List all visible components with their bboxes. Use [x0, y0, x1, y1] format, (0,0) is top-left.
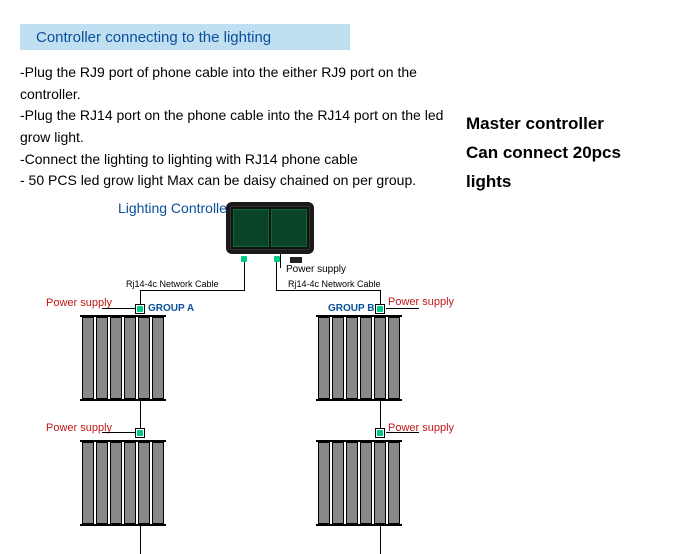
controller-icon [226, 202, 314, 254]
wire [140, 290, 245, 291]
wire [140, 401, 141, 431]
group-a-label: GROUP A [148, 303, 194, 314]
port-icon [377, 430, 383, 436]
power-supply-label: Power supply [388, 296, 454, 308]
power-supply-label: Power supply [286, 264, 346, 275]
wire [386, 432, 419, 433]
wire [386, 308, 419, 309]
instruction-line: -Plug the RJ14 port on the phone cable i… [20, 105, 460, 148]
wire [280, 254, 281, 268]
callout-line: lights [466, 168, 651, 197]
instruction-line: - 50 PCS led grow light Max can be daisy… [20, 170, 460, 192]
section-header-title: Controller connecting to the lighting [36, 29, 271, 46]
grow-light-icon [316, 315, 402, 401]
wire [244, 262, 245, 290]
port-icon [137, 430, 143, 436]
wire [276, 290, 381, 291]
port-icon [377, 306, 383, 312]
callout-block: Master controller Can connect 20pcs ligh… [466, 110, 651, 197]
cable-label: Rj14-4c Network Cable [288, 279, 381, 289]
callout-line: Can connect 20pcs [466, 139, 651, 168]
wire [380, 401, 381, 431]
callout-line: Master controller [466, 110, 651, 139]
port-icon [137, 306, 143, 312]
group-b-label: GROUP B [328, 303, 375, 314]
wire [380, 526, 381, 554]
wire [102, 432, 135, 433]
wiring-diagram: Lighting Controller Power supply Rj14-4c… [40, 200, 480, 550]
grow-light-icon [80, 440, 166, 526]
instruction-line: -Connect the lighting to lighting with R… [20, 149, 460, 171]
grow-light-icon [316, 440, 402, 526]
plug-icon [290, 257, 302, 263]
wire [276, 262, 277, 290]
wire [102, 308, 135, 309]
controller-label: Lighting Controller [118, 200, 232, 216]
instructions-block: -Plug the RJ9 port of phone cable into t… [20, 62, 460, 192]
cable-label: Rj14-4c Network Cable [126, 279, 219, 289]
section-header: Controller connecting to the lighting [20, 24, 350, 50]
controller-screen [230, 206, 310, 250]
wire [140, 526, 141, 554]
instruction-line: -Plug the RJ9 port of phone cable into t… [20, 62, 460, 105]
grow-light-icon [80, 315, 166, 401]
